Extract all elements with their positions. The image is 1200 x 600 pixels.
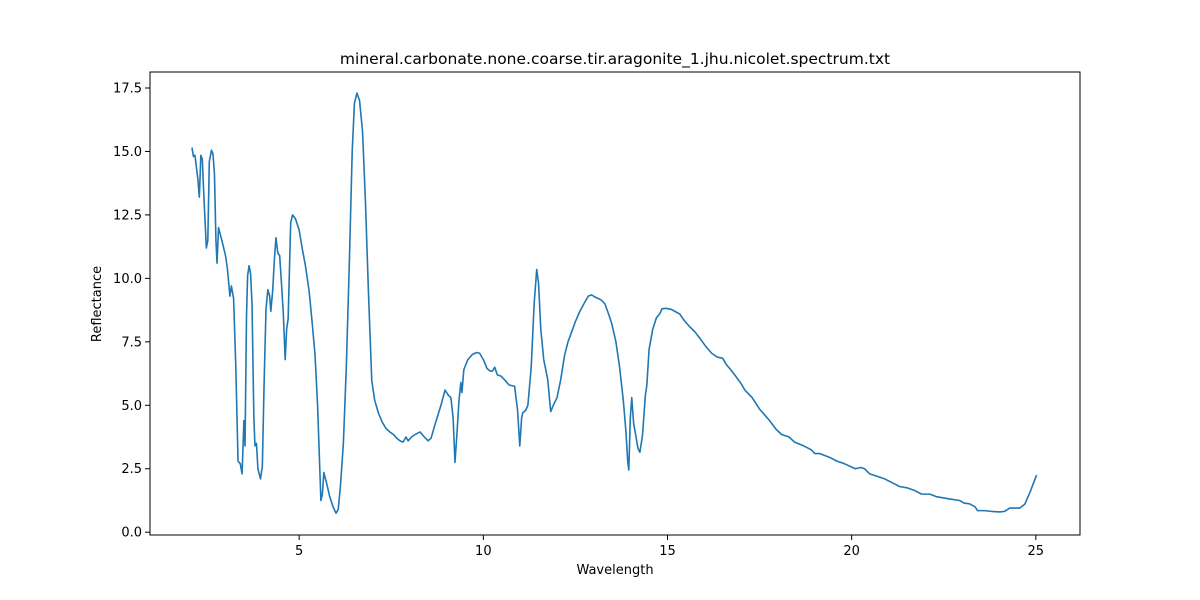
x-tick-label: 15 (659, 544, 676, 559)
y-tick-label: 7.5 (121, 335, 142, 350)
chart-title: mineral.carbonate.none.coarse.tir.aragon… (340, 50, 890, 69)
y-axis-label: Reflectance (90, 266, 105, 342)
x-tick-label: 5 (295, 544, 303, 559)
x-tick-label: 10 (475, 544, 492, 559)
y-tick-label: 12.5 (113, 208, 142, 223)
plot-frame (149, 71, 1081, 536)
y-tick-label: 2.5 (121, 462, 142, 477)
y-tick-label: 17.5 (113, 81, 142, 96)
x-tick-label: 25 (1028, 544, 1045, 559)
spectrum-line (191, 92, 1038, 514)
y-tick-label: 5.0 (121, 399, 142, 414)
x-axis-label: Wavelength (576, 563, 653, 578)
y-tick-label: 10.0 (113, 272, 142, 287)
y-tick-label: 15.0 (113, 145, 142, 160)
x-tick-label: 20 (843, 544, 860, 559)
y-tick-label: 0.0 (121, 526, 142, 541)
